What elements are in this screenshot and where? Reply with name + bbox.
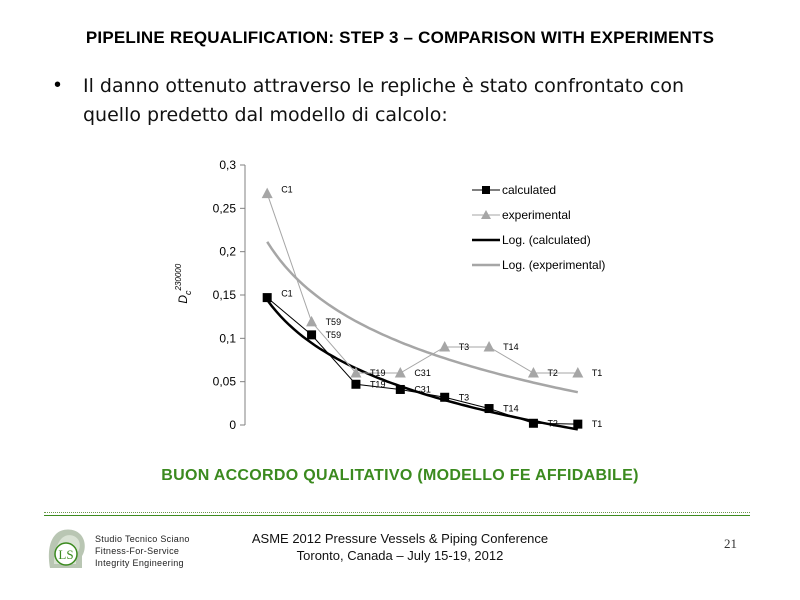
y-tick-label: 0,1 <box>219 331 236 345</box>
y-tick-label: 0,3 <box>219 158 236 172</box>
damage-comparison-chart: 0 0,05 0,1 0,15 0,2 0,25 0,3 Dc230000 C1 T59 T19 C3… <box>160 150 640 445</box>
chart-canvas: 0 0,05 0,1 0,15 0,2 0,25 0,3 Dc230000 C1 T59 T19 C3… <box>174 158 605 432</box>
trendline-1 <box>266 241 579 394</box>
conference-info: ASME 2012 Pressure Vessels & Piping Conf… <box>200 530 600 564</box>
data-point-experimental <box>483 341 495 352</box>
data-point-experimental <box>439 341 451 352</box>
data-point-calculated <box>528 418 538 428</box>
page-number: 21 <box>724 536 737 551</box>
point-label: T19 <box>370 368 386 378</box>
data-point-experimental <box>394 367 406 378</box>
point-label: C31 <box>414 368 431 378</box>
y-tick-label: 0 <box>229 418 236 432</box>
data-point-calculated <box>395 384 405 394</box>
y-tick-label: 0,05 <box>213 375 237 389</box>
conclusion-text: BUON ACCORDO QUALITATIVO (MODELLO FE AFF… <box>161 467 639 484</box>
point-label: C31 <box>414 384 431 394</box>
head-silhouette-icon: LS <box>48 529 85 568</box>
point-label: T59 <box>326 330 342 340</box>
legend-label-calculated: calculated <box>502 183 556 197</box>
data-point-calculated <box>307 330 317 340</box>
bullet-text: Il danno ottenuto attraverso le repliche… <box>83 75 685 126</box>
company-name: Studio Tecnico Sciano Fitness-For-Servic… <box>95 533 190 569</box>
data-point-experimental <box>572 367 584 378</box>
data-point-experimental <box>350 367 362 378</box>
point-label: T2 <box>547 418 558 428</box>
slide-title: PIPELINE REQUALIFICATION: STEP 3 – COMPA… <box>85 28 715 47</box>
footer-divider-dotted <box>44 512 750 513</box>
legend-marker-calculated <box>482 186 490 194</box>
legend-label-trend-1: Log. (experimental) <box>502 258 605 272</box>
legend-label-trend-0: Log. (calculated) <box>502 233 591 247</box>
point-label: T14 <box>503 342 519 352</box>
company-line-2: Fitness-For-Service <box>95 546 180 556</box>
company-logo: LS <box>42 524 90 577</box>
legend-marker-experimental <box>481 210 491 219</box>
point-label: T14 <box>503 404 519 414</box>
trendline-0 <box>266 299 579 431</box>
footer-divider <box>44 515 750 516</box>
data-point-experimental <box>527 367 539 378</box>
company-line-3: Integrity Engineering <box>95 558 184 568</box>
legend-label-experimental: experimental <box>502 208 571 222</box>
point-label: C1 <box>281 185 293 195</box>
data-point-calculated <box>573 419 583 429</box>
series-line-calculated <box>266 297 578 425</box>
y-axis-label: Dc230000 <box>174 263 193 303</box>
point-label: T1 <box>592 419 603 429</box>
conference-location: Toronto, Canada – July 15-19, 2012 <box>296 548 504 563</box>
conference-title: ASME 2012 Pressure Vessels & Piping Conf… <box>251 531 549 546</box>
data-point-experimental <box>306 315 318 327</box>
logo-lettering: LS <box>58 547 73 562</box>
company-line-1: Studio Tecnico Sciano <box>95 534 190 544</box>
point-label: T3 <box>459 342 470 352</box>
y-tick-label: 0,2 <box>219 245 236 259</box>
point-label: C1 <box>281 289 293 299</box>
point-label: T1 <box>592 368 603 378</box>
data-point-calculated <box>262 293 272 303</box>
y-tick-label: 0,15 <box>213 288 237 302</box>
bullet-dot-icon: • <box>54 74 62 96</box>
point-label: T19 <box>370 379 386 389</box>
point-label: T2 <box>547 368 558 378</box>
data-point-calculated <box>351 379 361 389</box>
data-point-calculated <box>440 392 450 402</box>
data-point-calculated <box>484 404 494 414</box>
data-point-experimental <box>261 187 273 199</box>
point-label: T59 <box>326 317 342 327</box>
series-line-experimental <box>266 193 578 374</box>
y-tick-label: 0,25 <box>213 201 237 215</box>
point-label: T3 <box>459 392 470 402</box>
